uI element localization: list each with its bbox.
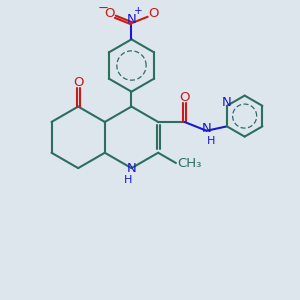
Text: N: N [127,162,136,175]
Text: O: O [179,91,190,104]
Text: O: O [104,7,115,20]
Text: +: + [134,6,142,16]
Text: −: − [98,2,109,15]
Text: H: H [207,136,215,146]
Text: O: O [73,76,83,89]
Text: N: N [127,13,136,26]
Text: O: O [148,7,159,20]
Text: N: N [221,96,231,109]
Text: CH₃: CH₃ [177,157,202,169]
Text: H: H [124,176,132,185]
Text: N: N [202,122,212,135]
